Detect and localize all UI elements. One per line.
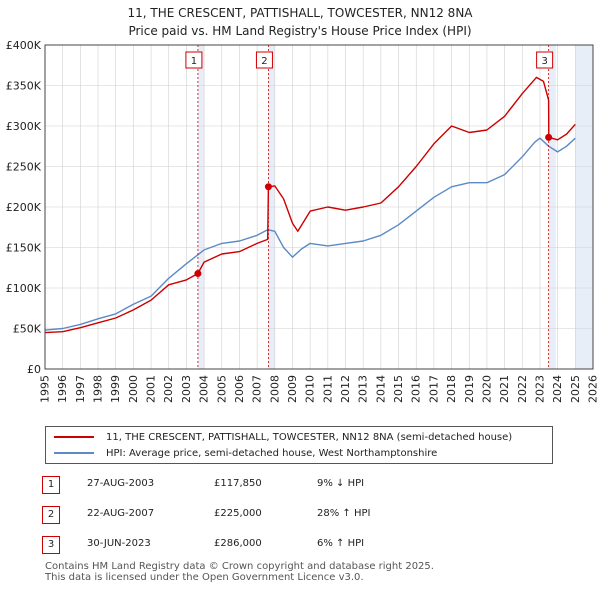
x-tick-label: 2017 (427, 375, 440, 403)
x-tick-label: 2014 (374, 375, 387, 403)
table-row: 1 27-AUG-2003 £117,850 9% ↓ HPI (42, 476, 542, 494)
transaction-point (194, 270, 202, 278)
transaction-hpi-diff: 28% ↑ HPI (317, 508, 371, 519)
x-tick-label: 1996 (56, 375, 69, 403)
legend-hpi-label: HPI: Average price, semi-detached house,… (106, 447, 438, 459)
transaction-price: £225,000 (214, 508, 262, 519)
series-lines (44, 76, 576, 334)
legend-item-hpi: HPI: Average price, semi-detached house,… (54, 445, 437, 461)
transaction-marker-box (185, 51, 203, 69)
x-tick-label: 2015 (392, 375, 405, 403)
y-tick-label: £250K (6, 161, 42, 174)
x-tick-label: 2004 (198, 375, 211, 403)
price-chart: 1 2 3 £0 £50K £100K £150K £200K £250K £300K £350K… (6, 39, 600, 403)
x-tick-label: 1998 (92, 375, 105, 403)
x-tick-label: 2009 (286, 375, 299, 403)
x-tick-label: 1999 (109, 375, 122, 403)
x-tick-label: 2008 (268, 375, 281, 403)
x-tick-label: 2007 (251, 375, 264, 403)
grid-lines (44, 44, 594, 370)
transaction-badge: 2 (42, 506, 60, 524)
y-tick-label: £350K (6, 80, 42, 93)
y-tick-label: £50K (13, 323, 42, 336)
hpi-line (44, 137, 576, 331)
transaction-marker-label: 2 (261, 56, 267, 67)
legend: 11, THE CRESCENT, PATTISHALL, TOWCESTER,… (45, 426, 553, 464)
x-tick-label: 2003 (180, 375, 193, 403)
y-tick-label: £0 (27, 363, 41, 376)
x-tick-label: 2006 (233, 375, 246, 403)
transaction-marker-box (255, 51, 273, 69)
x-tick-label: 2011 (321, 375, 334, 403)
y-tick-label: £400K (6, 39, 42, 52)
plot-frame (44, 44, 594, 370)
y-tick-label: £100K (6, 282, 42, 295)
transaction-marker-label: 3 (541, 56, 547, 67)
footer-line-2: This data is licensed under the Open Gov… (45, 572, 364, 583)
transaction-badge: 1 (42, 476, 60, 494)
x-tick-label: 2019 (463, 375, 476, 403)
transaction-point (545, 133, 553, 141)
transaction-date: 27-AUG-2003 (87, 478, 155, 489)
x-tick-label: 2022 (516, 375, 529, 403)
title-line-1: 11, THE CRESCENT, PATTISHALL, TOWCESTER,… (127, 6, 473, 20)
transaction-badge: 3 (42, 536, 60, 554)
transaction-markers: 1 2 3 (185, 45, 554, 369)
property-price-line (44, 76, 576, 334)
x-tick-label: 2010 (304, 375, 317, 403)
x-tick-label: 2021 (498, 375, 511, 403)
x-tick-label: 2025 (569, 375, 582, 403)
x-tick-label: 2012 (339, 375, 352, 403)
x-tick-label: 2016 (410, 375, 423, 403)
x-tick-label: 2013 (357, 375, 370, 403)
x-tick-label: 2002 (162, 375, 175, 403)
transaction-marker-box (536, 51, 554, 69)
transaction-date: 22-AUG-2007 (87, 508, 155, 519)
x-tick-label: 2024 (551, 375, 564, 403)
legend-property-label: 11, THE CRESCENT, PATTISHALL, TOWCESTER,… (106, 431, 513, 443)
x-tick-label: 2005 (215, 375, 228, 403)
transaction-hpi-diff: 9% ↓ HPI (317, 478, 365, 489)
legend-hpi-swatch (54, 452, 94, 454)
legend-item-property: 11, THE CRESCENT, PATTISHALL, TOWCESTER,… (54, 429, 512, 445)
x-tick-label: 1997 (74, 375, 87, 403)
y-tick-label: £200K (6, 201, 42, 214)
y-tick-label: £150K (6, 242, 42, 255)
transaction-point (264, 183, 272, 191)
y-tick-label: £300K (6, 120, 42, 133)
transaction-hpi-diff: 6% ↑ HPI (317, 538, 365, 549)
legend-property-swatch (54, 436, 94, 438)
x-tick-label: 1995 (39, 375, 52, 403)
x-tick-label: 2001 (145, 375, 158, 403)
x-tick-label: 2018 (445, 375, 458, 403)
footer: Contains HM Land Registry data © Crown c… (45, 561, 434, 583)
transaction-price: £117,850 (214, 478, 262, 489)
footer-line-1: Contains HM Land Registry data © Crown c… (45, 561, 434, 572)
transaction-marker-label: 1 (191, 56, 197, 67)
x-tick-label: 2000 (127, 375, 140, 403)
title-line-2: Price paid vs. HM Land Registry's House … (128, 24, 472, 38)
chart-title: 11, THE CRESCENT, PATTISHALL, TOWCESTER,… (0, 4, 600, 40)
transaction-date: 30-JUN-2023 (87, 538, 151, 549)
x-axis-labels: 1995 1996 1997 1998 1999 2000 2001 2002 2003 2004… (39, 375, 600, 403)
x-tick-label: 2020 (480, 375, 493, 403)
x-tick-label: 2026 (587, 375, 600, 403)
x-tick-label: 2023 (533, 375, 546, 403)
y-axis-labels: £0 £50K £100K £150K £200K £250K £300K £350K £400… (6, 39, 42, 376)
transaction-price: £286,000 (214, 538, 262, 549)
table-row: 2 22-AUG-2007 £225,000 28% ↑ HPI (42, 506, 542, 524)
table-row: 3 30-JUN-2023 £286,000 6% ↑ HPI (42, 536, 542, 554)
